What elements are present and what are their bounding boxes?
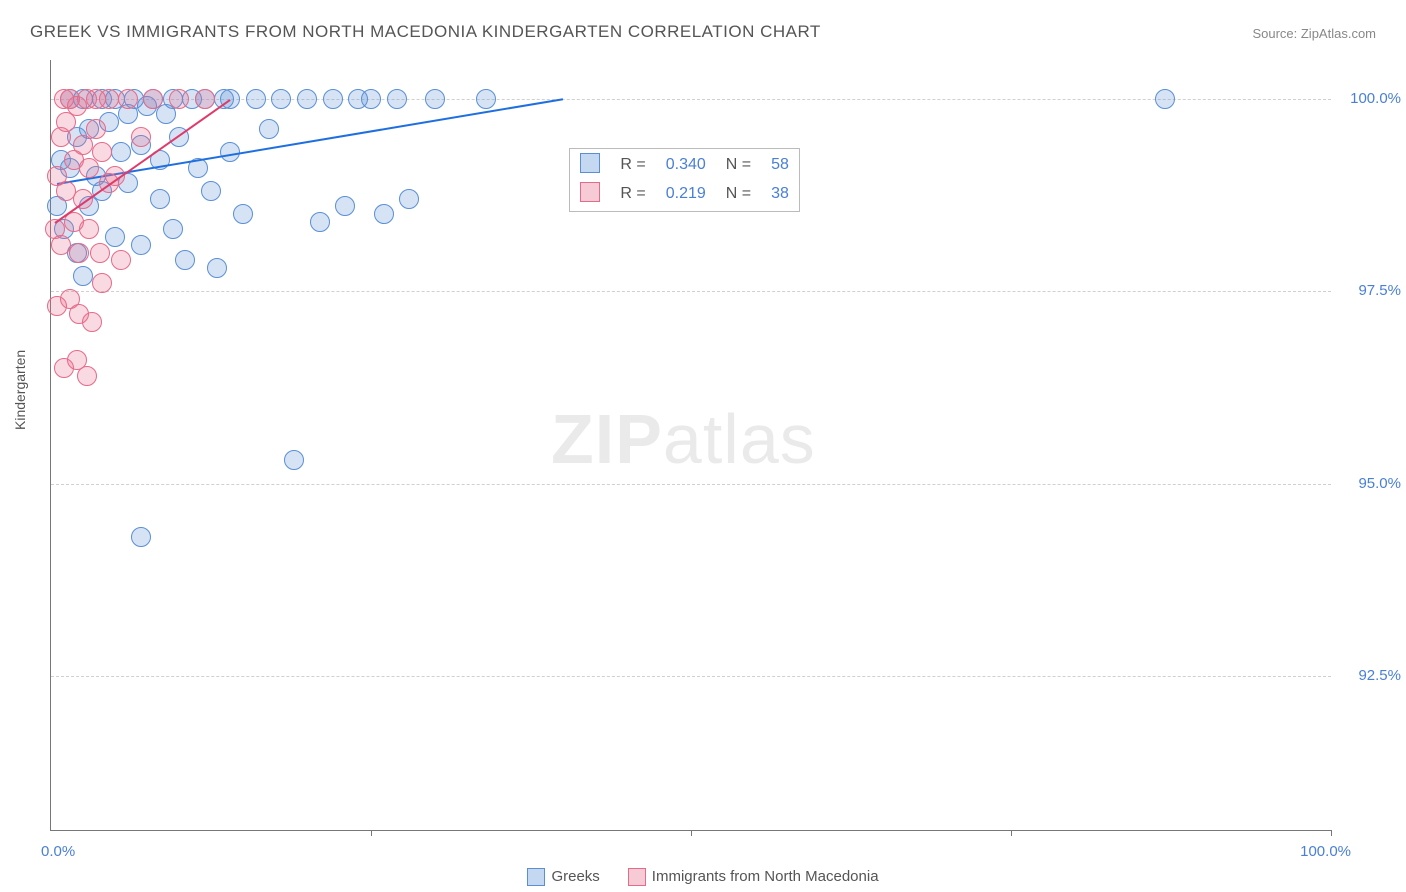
scatter-point-north_macedonia (195, 89, 215, 109)
stats-swatch (580, 182, 600, 202)
stats-box: R =0.340N =58 R =0.219N =38 (569, 148, 800, 212)
y-tick-label: 92.5% (1341, 667, 1401, 684)
scatter-point-greeks (111, 142, 131, 162)
scatter-point-north_macedonia (99, 89, 119, 109)
stats-r-label: R = (610, 151, 655, 180)
stats-r-value: 0.219 (656, 180, 716, 209)
scatter-point-greeks (73, 266, 93, 286)
stats-swatch (580, 153, 600, 173)
y-tick-label: 100.0% (1341, 90, 1401, 107)
scatter-point-greeks (387, 89, 407, 109)
x-tick-label-right: 100.0% (1300, 843, 1351, 860)
scatter-point-greeks (131, 235, 151, 255)
scatter-point-greeks (131, 527, 151, 547)
stats-n-label: N = (716, 180, 761, 209)
legend-label: Immigrants from North Macedonia (652, 868, 879, 885)
scatter-point-greeks (207, 258, 227, 278)
stats-n-value: 38 (761, 180, 799, 209)
legend-item: Immigrants from North Macedonia (628, 868, 879, 886)
scatter-point-greeks (323, 89, 343, 109)
scatter-point-greeks (399, 189, 419, 209)
legend-item: Greeks (527, 868, 599, 886)
scatter-point-north_macedonia (86, 119, 106, 139)
legend-swatch (527, 868, 545, 886)
scatter-point-greeks (175, 250, 195, 270)
scatter-point-north_macedonia (92, 273, 112, 293)
source-label: Source: ZipAtlas.com (1252, 26, 1376, 41)
stats-n-value: 58 (761, 151, 799, 180)
x-tick-mark (1011, 830, 1012, 836)
scatter-point-north_macedonia (118, 89, 138, 109)
scatter-point-greeks (310, 212, 330, 232)
scatter-point-greeks (163, 219, 183, 239)
scatter-point-greeks (1155, 89, 1175, 109)
scatter-point-north_macedonia (79, 219, 99, 239)
legend-swatch (628, 868, 646, 886)
scatter-point-greeks (374, 204, 394, 224)
legend-label: Greeks (551, 868, 599, 885)
stats-n-label: N = (716, 151, 761, 180)
scatter-point-north_macedonia (169, 89, 189, 109)
stats-r-label: R = (610, 180, 655, 209)
scatter-point-north_macedonia (92, 142, 112, 162)
x-tick-mark (371, 830, 372, 836)
scatter-point-greeks (233, 204, 253, 224)
scatter-point-north_macedonia (143, 89, 163, 109)
scatter-point-greeks (201, 181, 221, 201)
scatter-point-greeks (476, 89, 496, 109)
x-tick-mark (1331, 830, 1332, 836)
scatter-point-greeks (425, 89, 445, 109)
y-tick-label: 97.5% (1341, 282, 1401, 299)
gridline-h (51, 676, 1331, 677)
scatter-point-greeks (297, 89, 317, 109)
x-tick-mark (691, 830, 692, 836)
scatter-point-north_macedonia (82, 312, 102, 332)
gridline-h (51, 484, 1331, 485)
scatter-point-greeks (361, 89, 381, 109)
watermark: ZIPatlas (551, 399, 816, 479)
gridline-h (51, 291, 1331, 292)
scatter-point-north_macedonia (69, 243, 89, 263)
legend-bottom: Greeks Immigrants from North Macedonia (0, 868, 1406, 886)
chart-title: GREEK VS IMMIGRANTS FROM NORTH MACEDONIA… (30, 22, 821, 42)
scatter-point-greeks (105, 227, 125, 247)
stats-r-value: 0.340 (656, 151, 716, 180)
gridline-h (51, 99, 1331, 100)
scatter-point-greeks (150, 189, 170, 209)
y-tick-label: 95.0% (1341, 475, 1401, 492)
scatter-point-greeks (335, 196, 355, 216)
y-axis-label: Kindergarten (12, 350, 28, 430)
scatter-plot-area: 92.5%95.0%97.5%100.0%0.0%100.0%ZIPatlasR… (50, 60, 1331, 831)
x-tick-label-left: 0.0% (41, 843, 75, 860)
scatter-point-greeks (284, 450, 304, 470)
scatter-point-north_macedonia (111, 250, 131, 270)
scatter-point-greeks (246, 89, 266, 109)
scatter-point-north_macedonia (90, 243, 110, 263)
scatter-point-north_macedonia (131, 127, 151, 147)
scatter-point-greeks (271, 89, 291, 109)
scatter-point-greeks (259, 119, 279, 139)
scatter-point-north_macedonia (77, 366, 97, 386)
